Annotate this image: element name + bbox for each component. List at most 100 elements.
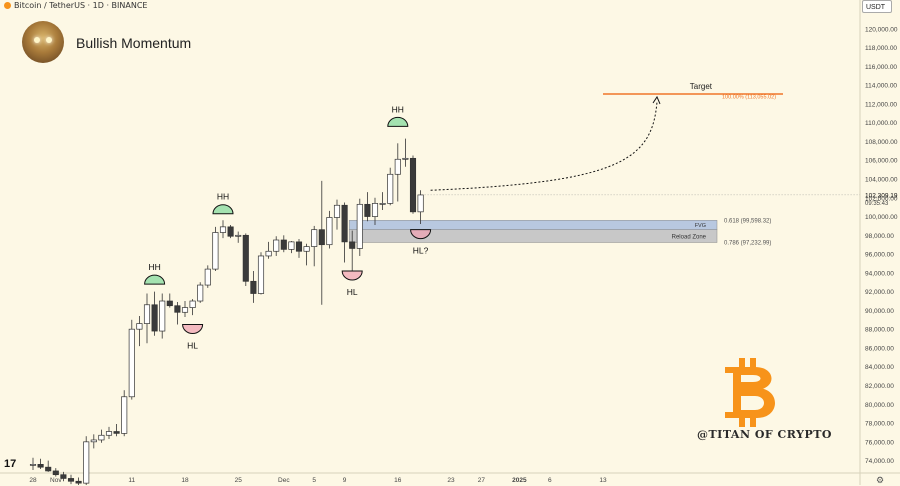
x-tick-label: 27 <box>478 477 486 484</box>
candle-body <box>288 241 295 250</box>
hl-label: HL <box>347 287 358 297</box>
x-tick-label: Dec <box>278 477 290 484</box>
y-tick-label: 100,000.00 <box>865 214 898 221</box>
candle-body <box>151 304 158 332</box>
fvg-zone-label: FVG <box>695 223 706 229</box>
avatar <box>22 21 64 63</box>
x-tick-label: 2025 <box>512 477 527 484</box>
candle-body <box>159 300 166 332</box>
y-tick-label: 80,000.00 <box>865 402 894 409</box>
candle-body <box>257 255 265 294</box>
candle-body <box>181 307 189 313</box>
y-tick-label: 88,000.00 <box>865 327 894 334</box>
y-tick-label: 114,000.00 <box>865 83 897 90</box>
symbol-header[interactable]: Bitcoin / TetherUS · 1D · BINANCE <box>4 1 147 10</box>
hl-marker <box>341 270 363 281</box>
hh-marker <box>212 204 234 215</box>
candle-body <box>356 203 363 249</box>
candle-body <box>45 466 52 472</box>
avatar-eye-left <box>34 37 40 43</box>
candle-body <box>341 204 348 243</box>
candle-body <box>212 232 219 270</box>
bitcoin-logo-part <box>739 417 745 427</box>
x-tick-label: 9 <box>343 477 347 484</box>
target-price-label: 100.00% (113,055.02) <box>722 94 776 100</box>
projection-arrowhead <box>652 95 661 105</box>
y-tick-label: 118,000.00 <box>865 45 897 52</box>
y-tick-label: 90,000.00 <box>865 308 894 315</box>
candle-body <box>113 431 120 434</box>
y-tick-label: 120,000.00 <box>865 26 898 33</box>
x-tick-label: 13 <box>599 477 607 484</box>
candle-body <box>326 217 333 246</box>
y-tick-label: 108,000.00 <box>865 139 898 146</box>
y-tick-label: 78,000.00 <box>865 421 894 428</box>
candle-body <box>75 480 82 484</box>
x-tick-label: Nov <box>50 477 62 484</box>
candle-body <box>318 229 325 246</box>
candle-body <box>379 203 386 205</box>
hh-label: HH <box>392 104 404 114</box>
symbol-label: Bitcoin / TetherUS · 1D · BINANCE <box>14 1 148 10</box>
y-tick-label: 104,000.00 <box>865 176 898 183</box>
candle-body <box>83 441 90 484</box>
y-tick-label: 102,000.00 <box>865 195 898 202</box>
candle-body <box>29 464 37 466</box>
candle-body <box>364 203 371 217</box>
candle-body <box>90 439 97 443</box>
gear-icon[interactable]: ⚙ <box>876 475 885 485</box>
x-tick-label: 6 <box>548 477 552 484</box>
currency-selector[interactable]: USDT <box>862 0 892 13</box>
reload-zone-label: Reload Zone <box>672 235 707 241</box>
hh-label: HH <box>217 192 229 202</box>
fib-618-label: 0.618 (99,598.32) <box>724 218 771 224</box>
avatar-eye-right <box>46 37 52 43</box>
hh-marker <box>387 116 409 127</box>
y-tick-label: 84,000.00 <box>865 364 894 371</box>
x-tick-label: 11 <box>128 477 135 484</box>
candle-body <box>409 157 417 213</box>
candle-body <box>174 305 181 313</box>
hl-marker <box>182 323 204 334</box>
candle-body <box>242 234 249 282</box>
hl-label: HL? <box>413 246 429 256</box>
hh-marker <box>144 274 166 285</box>
x-tick-label: 16 <box>394 477 402 484</box>
candle-body <box>417 194 424 213</box>
candle-body <box>387 173 394 204</box>
x-tick-label: 23 <box>447 477 455 484</box>
projection-path <box>430 101 658 191</box>
watermark: @TITAN OF CRYPTO <box>697 428 833 441</box>
y-tick-label: 98,000.00 <box>865 233 894 240</box>
tradingview-logo-icon[interactable]: 17 <box>4 458 17 470</box>
bitcoin-logo-part <box>733 367 772 390</box>
candle-body <box>235 234 242 237</box>
hl-marker <box>410 229 432 240</box>
candle-body <box>349 241 356 249</box>
candle-body <box>311 229 318 247</box>
y-tick-label: 96,000.00 <box>865 252 894 259</box>
candle-body <box>52 470 59 476</box>
candle-body <box>204 268 211 286</box>
candle-body <box>189 300 196 308</box>
candle-body <box>303 246 310 252</box>
candle-body <box>333 204 341 218</box>
x-tick-label: 18 <box>181 477 189 484</box>
target-label: Target <box>690 82 713 91</box>
candle-body <box>143 304 151 324</box>
candle-body <box>98 434 105 441</box>
bitcoin-logo-part <box>739 358 745 368</box>
candle-body <box>280 239 287 250</box>
fvg-zone <box>348 220 718 230</box>
candle-body <box>402 157 409 160</box>
bitcoin-coin-icon <box>4 2 11 9</box>
fib-786-label: 0.786 (97,232.99) <box>724 241 771 247</box>
y-tick-label: 110,000.00 <box>865 120 897 127</box>
candle-body <box>265 250 272 257</box>
y-tick-label: 92,000.00 <box>865 289 894 296</box>
countdown-label: 09:35:43 <box>865 201 889 207</box>
candle-body <box>394 158 401 175</box>
candle-body <box>219 226 227 233</box>
